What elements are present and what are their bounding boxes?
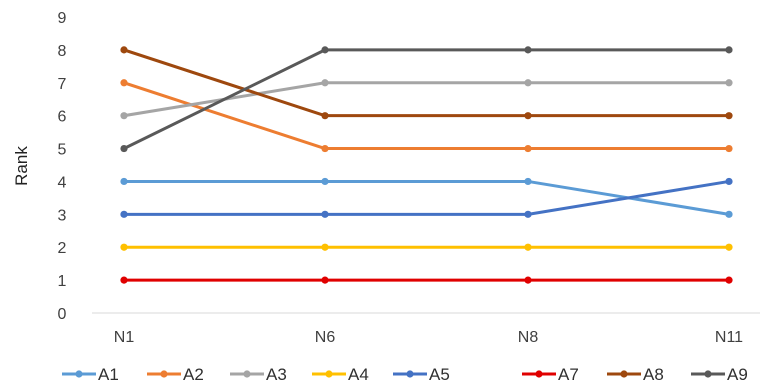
- y-tick-label: 1: [58, 273, 67, 290]
- data-point: [725, 112, 733, 120]
- data-point: [120, 243, 128, 251]
- data-point: [524, 177, 532, 186]
- legend-label: A2: [183, 365, 204, 384]
- legend-item: A2: [147, 365, 204, 384]
- legend-label: A3: [266, 365, 287, 384]
- data-point: [725, 46, 733, 54]
- data-point: [524, 46, 532, 54]
- series-a9: [120, 46, 733, 153]
- legend-swatch-marker: [243, 370, 251, 378]
- series-a7: [120, 276, 733, 284]
- y-tick-label: 9: [58, 10, 67, 27]
- series-a8: [120, 46, 733, 120]
- series-line: [122, 81, 731, 118]
- data-point: [524, 276, 532, 284]
- legend-swatch-marker: [325, 370, 333, 378]
- series-line: [122, 179, 731, 216]
- series-a2: [120, 79, 733, 153]
- data-point: [725, 243, 733, 251]
- data-point: [321, 243, 329, 251]
- legend-swatch-marker: [535, 370, 543, 378]
- series-line: [122, 81, 731, 151]
- y-tick-label: 3: [58, 207, 67, 224]
- data-point: [120, 112, 128, 120]
- legend-swatch-marker: [704, 370, 712, 378]
- legend: A1 A2 A3 A4 A5 A7 A8 A9: [62, 365, 748, 384]
- data-point: [725, 177, 733, 186]
- legend-item: A4: [312, 365, 369, 384]
- legend-item: A7: [522, 365, 579, 384]
- data-point: [725, 210, 733, 218]
- y-tick-label: 6: [58, 109, 67, 126]
- series-a4: [120, 243, 733, 251]
- x-axis-ticks: N1 N6 N8 N11: [114, 329, 743, 346]
- series-a1: [120, 177, 733, 218]
- series-group: [120, 46, 733, 284]
- legend-label: A9: [727, 365, 748, 384]
- data-point: [120, 46, 128, 54]
- y-tick-label: 0: [58, 306, 67, 323]
- data-point: [120, 210, 128, 218]
- series-line: [122, 48, 731, 118]
- data-point: [321, 177, 329, 186]
- legend-swatch-marker: [160, 370, 168, 378]
- data-point: [524, 144, 532, 153]
- series-line: [122, 48, 731, 151]
- data-point: [321, 276, 329, 284]
- legend-item: A3: [230, 365, 287, 384]
- legend-label: A7: [558, 365, 579, 384]
- data-point: [321, 112, 329, 120]
- y-axis-label: Rank: [12, 146, 31, 186]
- data-point: [321, 46, 329, 54]
- legend-label: A8: [643, 365, 664, 384]
- data-point: [120, 276, 128, 284]
- legend-item: A9: [691, 365, 748, 384]
- data-point: [120, 79, 128, 87]
- data-point: [321, 144, 329, 153]
- data-point: [120, 177, 128, 186]
- legend-swatch-marker: [406, 370, 414, 378]
- legend-swatch-marker: [620, 370, 628, 378]
- series-a3: [120, 79, 733, 120]
- x-tick-label: N11: [715, 329, 743, 346]
- x-tick-label: N6: [315, 329, 336, 346]
- data-point: [321, 79, 329, 87]
- data-point: [524, 79, 532, 87]
- legend-label: A5: [429, 365, 450, 384]
- data-point: [725, 276, 733, 284]
- x-tick-label: N8: [518, 329, 539, 346]
- legend-label: A4: [348, 365, 369, 384]
- data-point: [120, 144, 128, 153]
- data-point: [524, 243, 532, 251]
- data-point: [725, 79, 733, 87]
- legend-item: A8: [607, 365, 664, 384]
- data-point: [321, 210, 329, 218]
- x-tick-label: N1: [114, 329, 135, 346]
- y-tick-label: 7: [58, 76, 67, 93]
- y-tick-label: 2: [58, 240, 67, 257]
- y-tick-label: 8: [58, 43, 67, 60]
- legend-swatch-marker: [75, 370, 83, 378]
- legend-item: A1: [62, 365, 119, 384]
- data-point: [725, 144, 733, 153]
- data-point: [524, 112, 532, 120]
- data-point: [524, 210, 532, 218]
- y-tick-label: 4: [58, 174, 67, 191]
- legend-item: A5: [393, 365, 450, 384]
- series-line: [122, 179, 731, 216]
- legend-label: A1: [98, 365, 119, 384]
- series-a5: [120, 177, 733, 218]
- y-axis-ticks: 0 1 2 3 4 5 6 7 8 9: [58, 10, 67, 323]
- y-tick-label: 5: [58, 142, 67, 159]
